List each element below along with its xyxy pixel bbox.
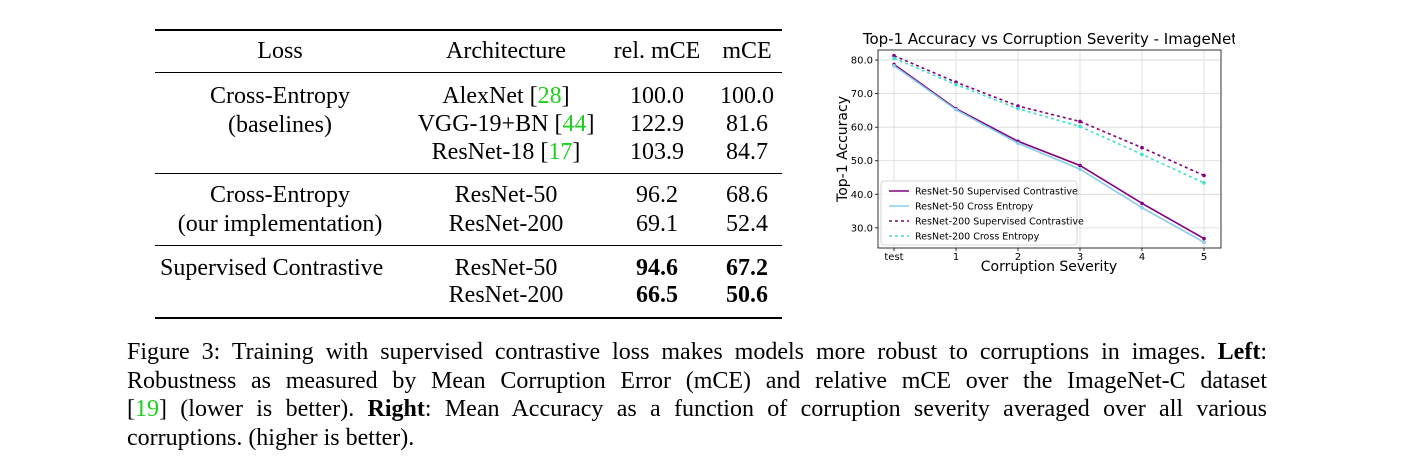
table-top-rule — [155, 29, 782, 31]
legend-label: ResNet-200 Cross Entropy — [915, 232, 1040, 243]
data-point — [1078, 167, 1082, 171]
x-axis-label: Corruption Severity — [981, 259, 1117, 275]
legend-label: ResNet-200 Supervised Contrastive — [915, 217, 1084, 228]
caption-bold-left: Left — [1217, 339, 1261, 365]
y-tick-label: 70.0 — [851, 89, 873, 100]
y-tick-label: 30.0 — [851, 223, 873, 234]
table-cell-mce: 52.4 — [726, 211, 768, 237]
data-point — [1016, 141, 1020, 146]
header-architecture: Architecture — [446, 38, 566, 64]
x-tick-label: 4 — [1139, 252, 1145, 263]
x-tick-label: 1 — [953, 252, 959, 263]
caption-line: Figure 3: Training with supervised contr… — [127, 339, 1267, 365]
data-point — [954, 107, 958, 112]
caption-line: Robustness as measured by Mean Corruptio… — [127, 367, 1267, 394]
header-rel-mce: rel. mCE — [613, 38, 701, 64]
x-tick-label: 5 — [1201, 252, 1207, 263]
data-point — [1202, 236, 1206, 241]
table-cell-mce: 81.6 — [726, 111, 768, 137]
table-cell-rel-mce: 103.9 — [630, 139, 684, 165]
header-rule — [155, 72, 782, 73]
table-cell-rel-mce: 66.5 — [636, 282, 678, 308]
chart-series — [892, 53, 1206, 245]
table-cell-mce: 100.0 — [720, 83, 774, 109]
caption-line: [19] (lower is better). Right: Mean Accu… — [127, 396, 1267, 422]
x-tick-label: test — [884, 252, 903, 263]
series-line-3 — [893, 54, 1205, 177]
caption-bold-right: Right — [367, 396, 425, 422]
table-bottom-rule — [155, 317, 782, 319]
series-line-1 — [893, 63, 1205, 240]
data-point — [1140, 152, 1144, 157]
table-cell-arch: ResNet-18 [17] — [431, 139, 581, 165]
data-point — [892, 63, 896, 68]
data-point — [892, 56, 896, 61]
accuracy-line-chart: Top-1 Accuracy vs Corruption Severity - … — [835, 30, 1235, 275]
figure-caption: Figure 3: Training with supervised contr… — [127, 338, 1267, 452]
header-mce: mCE — [722, 38, 772, 64]
data-point — [1202, 173, 1206, 178]
x-tick-label: 2 — [1015, 252, 1021, 263]
chart-title: Top-1 Accuracy vs Corruption Severity - … — [862, 30, 1235, 48]
y-tick-label: 60.0 — [851, 123, 873, 134]
data-point — [1016, 104, 1020, 108]
data-point — [1140, 205, 1144, 210]
group-loss-line: Cross-Entropy — [210, 182, 350, 208]
y-tick-label: 50.0 — [851, 156, 873, 167]
data-point — [1078, 124, 1082, 129]
caption-line: corruptions. (higher is better). — [127, 424, 415, 451]
citation-link: 44 — [562, 111, 587, 137]
table-cell-rel-mce: 69.1 — [636, 211, 678, 237]
chart-ticks: 30.0 40.0 50.0 60.0 70.0 80.0 test 1 2 3 4 5 — [851, 56, 1207, 263]
chart-legend: ResNet-50 Supervised Contrastive ResNet-5… — [880, 180, 1084, 246]
plot-frame — [877, 49, 1222, 249]
legend-label: ResNet-50 Cross Entropy — [915, 202, 1034, 213]
table-cell-rel-mce: 94.6 — [636, 255, 678, 281]
table-cell-mce: 50.6 — [726, 282, 768, 308]
data-point — [1016, 106, 1020, 111]
citation-link: 17 — [548, 139, 573, 165]
table-cell-arch: ResNet-50 — [454, 182, 558, 208]
table-cell-arch: ResNet-200 — [448, 211, 564, 237]
group-rule — [155, 245, 782, 246]
table-cell-mce: 67.2 — [726, 255, 768, 281]
legend-label: ResNet-50 Supervised Contrastive — [915, 187, 1078, 198]
data-point — [1140, 145, 1144, 150]
data-point — [1078, 119, 1082, 124]
data-point — [892, 53, 896, 58]
series-line-2 — [893, 65, 1205, 243]
table-cell-arch: ResNet-50 — [454, 255, 558, 281]
y-tick-label: 40.0 — [851, 190, 873, 201]
table-cell-rel-mce: 96.2 — [636, 182, 678, 208]
group-loss-line: Supervised Contrastive — [160, 255, 384, 281]
table-cell-rel-mce: 100.0 — [630, 83, 684, 109]
table-cell-arch: VGG-19+BN [44] — [417, 111, 595, 137]
data-point — [1202, 240, 1206, 245]
header-loss: Loss — [257, 38, 303, 64]
table-cell-arch: ResNet-200 — [448, 282, 564, 308]
group-rule — [155, 173, 782, 174]
series-line-4 — [893, 57, 1205, 184]
table-cell-rel-mce: 122.9 — [630, 111, 684, 137]
group-loss-line: (baselines) — [228, 112, 332, 138]
data-point — [1078, 163, 1082, 168]
legend-box — [880, 180, 1078, 246]
group-loss-line: Cross-Entropy — [210, 83, 350, 109]
y-tick-label: 80.0 — [851, 56, 873, 67]
table-cell-arch: AlexNet [28] — [442, 83, 570, 109]
data-point — [1140, 201, 1144, 206]
data-point — [1202, 181, 1206, 185]
table-cell-mce: 84.7 — [726, 139, 768, 165]
group-loss-line: (our implementation) — [177, 211, 383, 237]
y-axis-label: Top-1 Accuracy — [835, 96, 851, 203]
data-point — [954, 82, 958, 87]
x-tick-label: 3 — [1077, 252, 1083, 263]
table-cell-mce: 68.6 — [726, 182, 768, 208]
citation-link: 28 — [537, 83, 562, 109]
citation-link: 19 — [135, 396, 159, 422]
